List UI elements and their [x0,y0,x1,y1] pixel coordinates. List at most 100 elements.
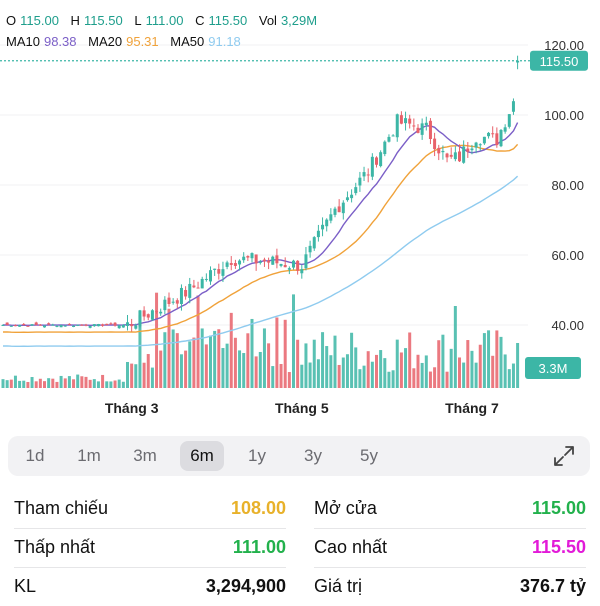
divider [314,528,586,529]
candle-body [437,147,441,154]
ma20-key: MA20 [88,34,123,49]
tab-6m[interactable]: 6m [180,441,224,471]
candle-body [192,285,196,288]
reference-label: Tham chiếu [14,498,109,518]
candle-body [171,301,175,303]
volume-bar [453,306,457,388]
volume-bar [242,353,246,388]
candle-body [495,133,499,146]
candle-body [345,197,349,201]
y-tick-label: 100.00 [544,108,584,123]
candle-body [408,118,412,124]
tab-3m[interactable]: 3m [133,446,157,465]
ma50-path [2,175,519,348]
expand-icon[interactable] [552,444,576,468]
volume-bar [491,355,495,388]
candle-body [375,157,378,165]
volume-bar [383,358,387,388]
volume-bar [117,379,121,388]
volume-bar [192,337,196,388]
candle-body [59,325,63,328]
volume-bar [155,292,159,388]
stat-volume: KL 3,294,900 [14,568,286,606]
tab-3y[interactable]: 3y [304,446,322,465]
last-price-badge [530,50,588,71]
high-key: H [70,13,80,28]
volume-bar [59,375,63,388]
ma20-line [2,143,519,334]
candle-body [308,245,312,253]
candle-body [312,237,316,249]
candle-body [445,153,449,158]
candle-body [453,152,457,160]
candle-body [80,324,84,326]
volume-bar [387,371,391,388]
candle-body [296,260,300,271]
volume-bar [246,333,250,388]
candle-body [51,324,55,326]
candle-body [213,268,217,270]
volume-bar [130,363,134,388]
candle-body [113,322,117,326]
volume-bar [271,366,275,388]
volume-bar [1,379,5,388]
volume-bar [474,362,478,388]
volume-bar [200,328,204,388]
volume-bar [358,369,362,388]
volume-bar [312,339,316,388]
candle-body [105,323,109,326]
volume-bar [337,364,341,388]
volume-bar [159,350,163,388]
candle-body [279,263,283,266]
tab-1d[interactable]: 1d [25,446,45,465]
volume-bar [38,378,42,388]
candle-body [246,256,250,258]
candle-body [159,311,163,314]
stat-reference: Tham chiếu 108.00 [14,490,286,528]
candle-body [470,148,474,151]
reference-value: 108.00 [230,498,286,518]
candle-body [238,260,242,265]
tab-1m[interactable]: 1m [77,446,101,465]
volume-bar [221,348,225,388]
candle-body [350,194,354,199]
volume-bar [92,379,96,388]
value-label: Giá trị [314,576,363,596]
chart-grid [0,44,528,326]
candle-body [416,127,420,133]
volume-bar [225,343,229,388]
volume-bar [391,370,395,388]
volume-bar [325,346,329,388]
candle-body [362,172,366,177]
candle-body [412,125,416,127]
volume-bar [316,359,320,388]
volume-bar [503,354,507,388]
volume-bar [487,330,491,388]
candle-body [184,290,188,297]
volume-bar [412,368,416,388]
volume-badge [525,357,581,379]
candle-body [88,325,92,328]
tab-1y[interactable]: 1y [248,446,266,465]
volume-bar [179,354,183,388]
candle-body [43,325,46,328]
volume-bar [321,332,325,388]
candle-body [358,177,362,186]
volume-bar [420,362,424,388]
price-axis: 120.00 100.00 80.00 60.00 40.00 [544,38,584,333]
candle-body [499,129,503,147]
candle-body [175,300,179,304]
candle-body [516,60,520,63]
volume-bar [350,332,354,388]
candle-body [76,324,80,326]
volume-bar [329,355,333,388]
volume-bar [80,376,84,388]
open-key: O [6,13,17,28]
x-tick-label: Tháng 7 [445,400,499,416]
candle-body [354,187,358,194]
candle-body [109,323,113,325]
candle-body [404,118,408,124]
tab-5y[interactable]: 5y [360,446,378,465]
candle-body [92,324,96,327]
